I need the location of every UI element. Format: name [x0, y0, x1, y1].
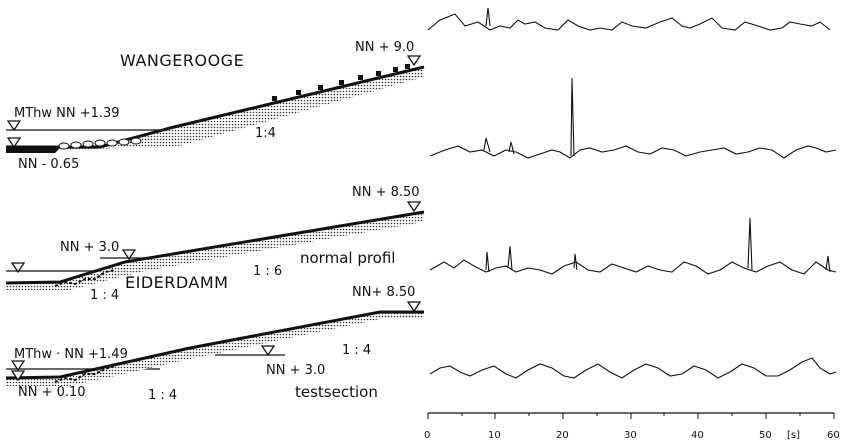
tick-label: 10 — [488, 430, 501, 441]
tick-label: 0 — [424, 430, 430, 441]
wangerooge-title: WANGEROOGE — [120, 51, 244, 70]
wangerooge-low-level: NN - 0.65 — [18, 157, 79, 172]
test-mthw: MThw · NN +1.49 — [14, 347, 128, 362]
wangerooge-slope: 1:4 — [255, 126, 276, 141]
test-caption: testsection — [295, 383, 378, 401]
test-berm-marker-icon — [260, 345, 276, 357]
low-level-marker-icon — [6, 137, 22, 149]
trace-wangerooge — [427, 7, 831, 31]
tick-label: 30 — [624, 430, 637, 441]
test-top-marker-icon — [406, 301, 422, 313]
normal-berm-marker-icon — [121, 249, 137, 261]
time-unit-label: [s] — [787, 430, 800, 441]
trace-normal — [429, 217, 837, 275]
tick-label: 50 — [759, 430, 772, 441]
test-dike-surface — [5, 310, 424, 380]
normal-slope-lower: 1 : 4 — [90, 288, 119, 303]
test-dike-body — [6, 312, 424, 386]
normal-dike-surface — [5, 210, 425, 285]
wangerooge-profile: WANGEROOGE — [6, 40, 425, 172]
normal-caption: normal profil — [300, 249, 395, 267]
test-top-level: NN+ 8.50 — [352, 285, 415, 300]
trace-test-b — [429, 357, 837, 379]
test-berm-level: NN + 3.0 — [266, 363, 325, 378]
test-slope-upper: 1 : 4 — [342, 343, 371, 358]
normal-water-marker-icon — [10, 262, 26, 274]
trace-test-a — [429, 77, 837, 159]
tick-label: 40 — [691, 430, 704, 441]
tick-label: 60 — [827, 430, 840, 441]
mthw-marker-icon — [6, 120, 22, 132]
test-toe-armour — [54, 365, 116, 383]
normal-berm-level: NN + 3.0 — [60, 240, 119, 255]
normal-top-level: NN + 8.50 — [352, 185, 420, 200]
dike-surface — [6, 65, 425, 149]
normal-slope-upper: 1 : 6 — [253, 264, 282, 279]
eiderdamm-title: EIDERDAMM — [125, 273, 228, 292]
test-slope-lower: 1 : 4 — [148, 388, 177, 403]
test-low-level: NN + 0.10 — [18, 385, 86, 400]
wangerooge-top-level: NN + 9.0 — [355, 40, 414, 55]
revetment-blocks — [272, 64, 410, 101]
eiderdamm-test-profile: EIDERDAMM NN+ 8.50 MThw · NN +1.49 NN + … — [5, 273, 424, 403]
eiderdamm-normal-profile: NN + 8.50 NN + 3.0 1 : 6 1 : 4 normal pr… — [5, 185, 425, 303]
test-low-marker-icon — [10, 370, 26, 382]
ground-hatch — [6, 148, 60, 153]
time-axis: 0 10 20 30 40 50 [s] 60 — [424, 412, 840, 441]
toe-rocks — [58, 137, 142, 150]
top-level-marker-icon — [406, 55, 422, 67]
wangerooge-mthw: MThw NN +1.39 — [14, 106, 120, 121]
normal-toe-armour — [54, 269, 116, 287]
test-mthw-marker-icon — [10, 360, 26, 372]
tick-label: 20 — [556, 430, 569, 441]
normal-top-marker-icon — [406, 201, 422, 213]
dike-body — [6, 67, 424, 152]
